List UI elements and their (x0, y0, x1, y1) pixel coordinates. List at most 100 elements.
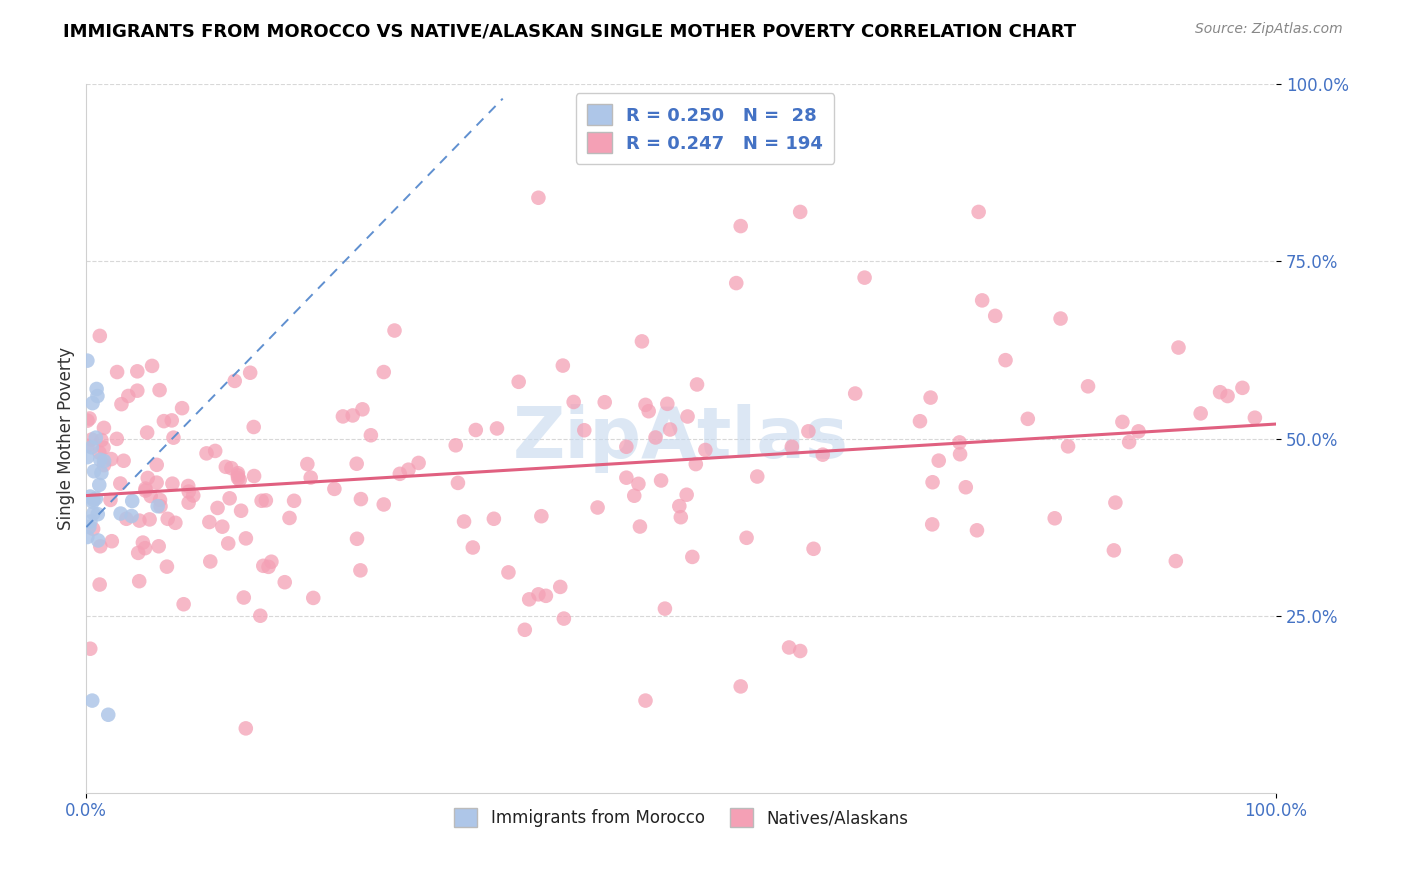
Point (398, 463, 420, 477)
Point (110, 476, 132, 491)
Point (644, 430, 666, 444)
Point (127, 546, 149, 560)
Point (145, 475, 167, 490)
Point (1017, 412, 1039, 426)
Point (530, 509, 553, 524)
Point (628, 519, 651, 533)
Point (553, 611, 575, 625)
Point (921, 517, 943, 532)
Point (153, 414, 176, 428)
Point (686, 377, 709, 392)
Point (346, 457, 368, 471)
Point (84, 431, 107, 445)
Point (224, 374, 246, 388)
Point (235, 532, 257, 546)
Point (627, 476, 650, 491)
Point (207, 500, 229, 515)
Point (967, 205, 990, 219)
Text: ZipAtlas: ZipAtlas (513, 404, 849, 473)
Point (695, 442, 717, 457)
Point (89, 539, 111, 553)
Point (82, 492, 104, 507)
Point (134, 541, 156, 556)
Point (778, 640, 800, 655)
Point (360, 428, 382, 442)
Point (1209, 385, 1232, 400)
Point (921, 475, 943, 490)
Point (297, 457, 319, 471)
Point (86, 382, 108, 396)
Point (928, 453, 950, 467)
Point (659, 422, 682, 436)
Point (200, 554, 222, 568)
Point (654, 601, 676, 615)
Point (115, 512, 138, 526)
Text: Source: ZipAtlas.com: Source: ZipAtlas.com (1195, 22, 1343, 37)
Point (226, 466, 249, 480)
Point (80, 441, 103, 455)
Point (527, 191, 550, 205)
Point (461, 541, 484, 555)
Point (89, 445, 111, 459)
Point (195, 446, 218, 460)
Point (82, 396, 104, 410)
Point (278, 511, 301, 525)
Point (972, 293, 994, 308)
Point (226, 471, 249, 485)
Point (453, 515, 475, 529)
Point (83, 464, 105, 478)
Point (920, 391, 942, 405)
Point (252, 558, 274, 573)
Point (1118, 435, 1140, 450)
Point (134, 483, 156, 498)
Point (586, 500, 609, 515)
Point (373, 498, 395, 512)
Point (204, 444, 226, 458)
Point (844, 386, 866, 401)
Point (676, 409, 699, 424)
Point (82, 522, 104, 536)
Point (86, 389, 108, 403)
Point (76, 414, 98, 428)
Point (177, 484, 200, 499)
Point (177, 479, 200, 493)
Point (89, 577, 111, 591)
Point (177, 496, 200, 510)
Point (283, 493, 305, 508)
Point (562, 395, 585, 409)
Point (138, 512, 160, 526)
Point (76, 450, 98, 465)
Point (105, 432, 128, 446)
Point (681, 549, 703, 564)
Point (508, 375, 530, 389)
Point (1189, 406, 1212, 420)
Point (257, 559, 280, 574)
Point (90, 433, 112, 447)
Point (80, 433, 103, 447)
Point (1128, 425, 1150, 439)
Point (79, 411, 101, 425)
Legend: Immigrants from Morocco, Natives/Alaskans: Immigrants from Morocco, Natives/Alaskan… (447, 801, 915, 834)
Point (82, 495, 104, 509)
Point (93, 458, 115, 472)
Point (657, 397, 679, 411)
Point (162, 431, 184, 445)
Point (513, 623, 536, 637)
Point (145, 458, 167, 472)
Point (217, 536, 239, 550)
Point (149, 492, 172, 507)
Point (221, 461, 243, 475)
Point (551, 359, 574, 373)
Point (614, 440, 637, 454)
Point (534, 589, 557, 603)
Point (1043, 511, 1066, 525)
Point (110, 397, 132, 411)
Point (1164, 554, 1187, 568)
Point (1049, 311, 1071, 326)
Point (669, 510, 692, 524)
Point (134, 482, 156, 496)
Point (250, 493, 273, 508)
Point (76, 530, 98, 544)
Point (634, 398, 657, 412)
Point (148, 383, 170, 397)
